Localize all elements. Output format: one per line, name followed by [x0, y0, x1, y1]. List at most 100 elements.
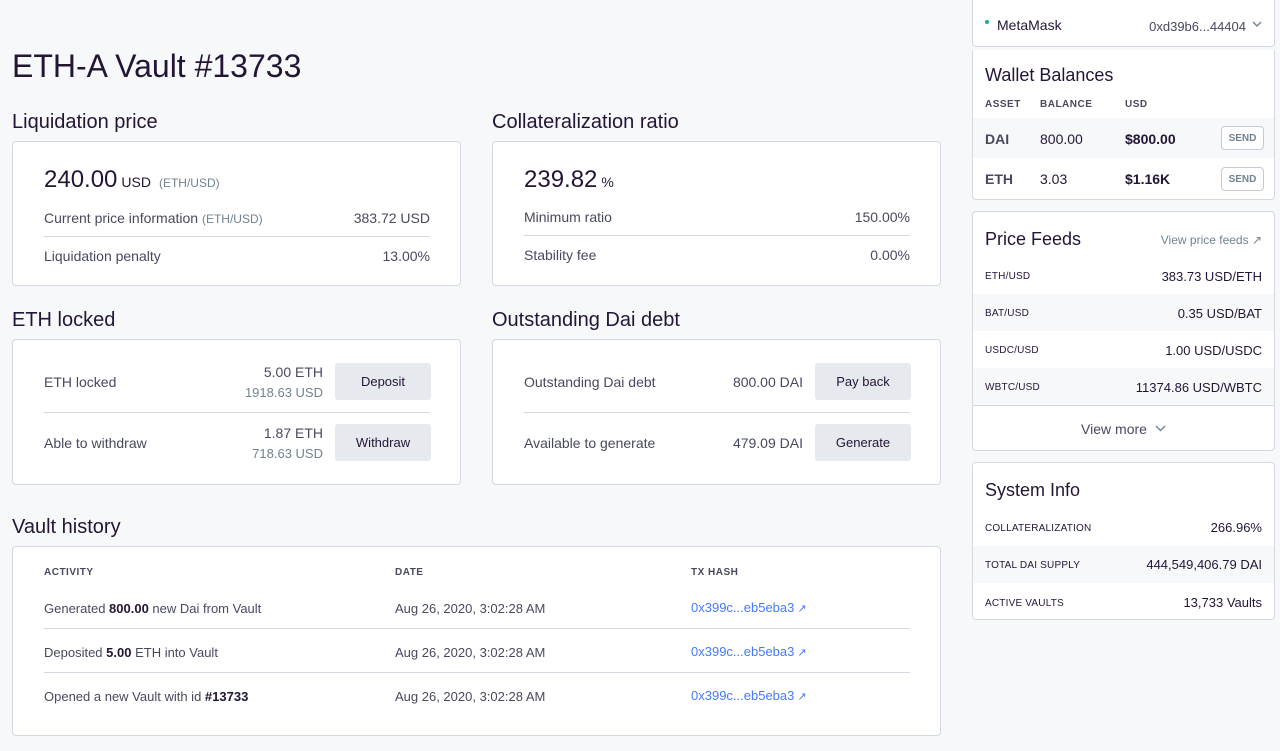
divider — [44, 672, 910, 673]
activity-text: Deposited — [44, 645, 107, 660]
external-link-icon: ↗ — [797, 691, 807, 703]
tx-hash-header: TX HASH — [691, 567, 739, 578]
price-feed-value: 0.35 USD/BAT — [1177, 306, 1262, 321]
liquidation-price-number: 240.00 — [44, 166, 118, 193]
stability-fee-value: 0.00% — [870, 247, 910, 263]
outstanding-debt-value: 800.00 DAI — [732, 374, 803, 390]
page-title: ETH-A Vault #13733 — [12, 48, 302, 84]
asset-usd: $1.16K — [1125, 171, 1171, 187]
eth-locked-card: ETH locked 5.00 ETH 1918.63 USD Deposit … — [12, 339, 461, 485]
activity-header: ACTIVITY — [44, 567, 94, 578]
divider — [44, 628, 910, 629]
external-link-icon: ↗ — [797, 603, 807, 615]
history-row-date: Aug 26, 2020, 3:02:28 AM — [395, 645, 546, 660]
eth-locked-value: 5.00 ETH — [263, 364, 323, 380]
history-row-tx-link[interactable]: 0x399c...eb5eba3 ↗ — [691, 644, 807, 659]
activity-amount: #13733 — [204, 689, 249, 704]
available-to-generate-label: Available to generate — [524, 435, 656, 451]
divider — [524, 235, 910, 236]
wallet-balances-title: Wallet Balances — [985, 65, 1114, 85]
chevron-down-icon — [1155, 425, 1166, 432]
withdraw-button[interactable]: Withdraw — [335, 424, 431, 461]
view-more-button[interactable]: View more — [973, 406, 1274, 451]
view-price-feeds-link[interactable]: View price feeds ↗ — [1161, 233, 1262, 247]
balance-header: BALANCE — [1040, 99, 1093, 110]
tx-hash-text: 0x399c...eb5eba3 — [691, 688, 795, 703]
activity-text: ETH into Vault — [131, 645, 218, 660]
wallet-name: MetaMask — [997, 17, 1062, 33]
divider — [44, 412, 430, 413]
system-info-label: ACTIVE VAULTS — [985, 598, 1064, 609]
minimum-ratio-label: Minimum ratio — [524, 209, 612, 225]
divider — [524, 412, 910, 413]
history-row-tx-link[interactable]: 0x399c...eb5eba3 ↗ — [691, 600, 807, 615]
collateralization-card: 239.82% Minimum ratio 150.00% Stability … — [492, 141, 941, 286]
history-row-activity: Opened a new Vault with id #13733 — [44, 689, 248, 704]
chevron-down-icon — [1252, 21, 1262, 27]
asset-header: ASSET — [985, 99, 1021, 110]
system-info-row-background — [973, 546, 1274, 583]
price-feeds-card: Price Feeds View price feeds ↗ ETH/USD 3… — [972, 211, 1275, 451]
price-feed-value: 11374.86 USD/WBTC — [1135, 380, 1262, 395]
wallet-address: 0xd39b6...44404 — [1149, 19, 1246, 34]
able-to-withdraw-value: 1.87 ETH — [263, 425, 323, 441]
activity-text: Generated — [44, 601, 110, 616]
liquidation-price-value: 240.00 USD (ETH/USD) — [44, 166, 220, 194]
system-info-value: 444,549,406.79 DAI — [1146, 557, 1262, 572]
tx-hash-text: 0x399c...eb5eba3 — [691, 600, 795, 615]
minimum-ratio-value: 150.00% — [854, 209, 910, 225]
account-dropdown[interactable]: MetaMask 0xd39b6...44404 — [972, 0, 1275, 47]
collateralization-ratio-number: 239.82 — [524, 166, 598, 193]
generate-button[interactable]: Generate — [815, 424, 911, 461]
divider — [44, 236, 430, 237]
current-price-pair: (ETH/USD) — [201, 212, 263, 226]
send-eth-button[interactable]: SEND — [1221, 167, 1264, 191]
eth-locked-usd: 1918.63 USD — [244, 385, 323, 400]
asset-name: DAI — [985, 131, 1010, 147]
current-price-value: 383.72 USD — [353, 210, 430, 226]
deposit-button[interactable]: Deposit — [335, 363, 431, 400]
liquidation-section-title: Liquidation price — [12, 111, 158, 133]
asset-balance: 800.00 — [1040, 131, 1083, 147]
collateralization-ratio-unit: % — [601, 174, 614, 190]
pay-back-button[interactable]: Pay back — [815, 363, 911, 400]
liquidation-card: 240.00 USD (ETH/USD) Current price informa… — [12, 141, 461, 286]
price-feed-pair: ETH/USD — [985, 271, 1031, 282]
price-feeds-title: Price Feeds — [985, 229, 1082, 249]
usd-header: USD — [1125, 99, 1148, 110]
activity-text: new Dai from Vault — [148, 601, 262, 616]
system-info-card: System Info COLLATERALIZATION 266.96% TO… — [972, 462, 1275, 620]
system-info-label: TOTAL DAI SUPPLY — [985, 560, 1081, 571]
history-row-date: Aug 26, 2020, 3:02:28 AM — [395, 689, 546, 704]
history-row-tx-link[interactable]: 0x399c...eb5eba3 ↗ — [691, 688, 807, 703]
liquidation-price-unit: USD — [121, 174, 151, 190]
system-info-label: COLLATERALIZATION — [985, 523, 1092, 534]
history-row-activity: Generated 800.00 new Dai from Vault — [44, 601, 261, 616]
history-row-date: Aug 26, 2020, 3:02:28 AM — [395, 601, 546, 616]
eth-locked-label: ETH locked — [44, 374, 117, 390]
activity-text: Opened a new Vault with id — [44, 689, 205, 704]
view-more-text: View more — [1081, 420, 1147, 437]
eth-locked-section-title: ETH locked — [12, 309, 116, 331]
price-feed-pair: BAT/USD — [985, 308, 1029, 319]
current-price-label: Current price information (ETH/USD) — [44, 210, 263, 226]
tx-hash-text: 0x399c...eb5eba3 — [691, 644, 795, 659]
liquidation-penalty-value: 13.00% — [382, 248, 430, 264]
activity-amount: 5.00 — [106, 645, 132, 660]
liquidation-price-pair: (ETH/USD) — [158, 176, 220, 190]
able-to-withdraw-usd: 718.63 USD — [252, 446, 323, 461]
vault-history-section-title: Vault history — [12, 516, 121, 538]
divider — [973, 405, 1274, 406]
able-to-withdraw-label: Able to withdraw — [44, 435, 147, 451]
vault-history-card: ACTIVITY DATE TX HASH Generated 800.00 n… — [12, 546, 941, 736]
send-dai-button[interactable]: SEND — [1221, 126, 1264, 150]
price-feed-value: 1.00 USD/USDC — [1165, 343, 1262, 358]
price-feed-pair: WBTC/USD — [985, 382, 1040, 393]
outstanding-debt-label: Outstanding Dai debt — [524, 374, 656, 390]
current-price-label-text: Current price information — [44, 210, 199, 226]
liquidation-penalty-label: Liquidation penalty — [44, 248, 161, 264]
stability-fee-label: Stability fee — [524, 247, 597, 263]
system-info-value: 266.96% — [1210, 520, 1262, 535]
view-price-feeds-text: View price feeds — [1160, 233, 1249, 247]
price-feed-pair: USDC/USD — [985, 345, 1039, 356]
